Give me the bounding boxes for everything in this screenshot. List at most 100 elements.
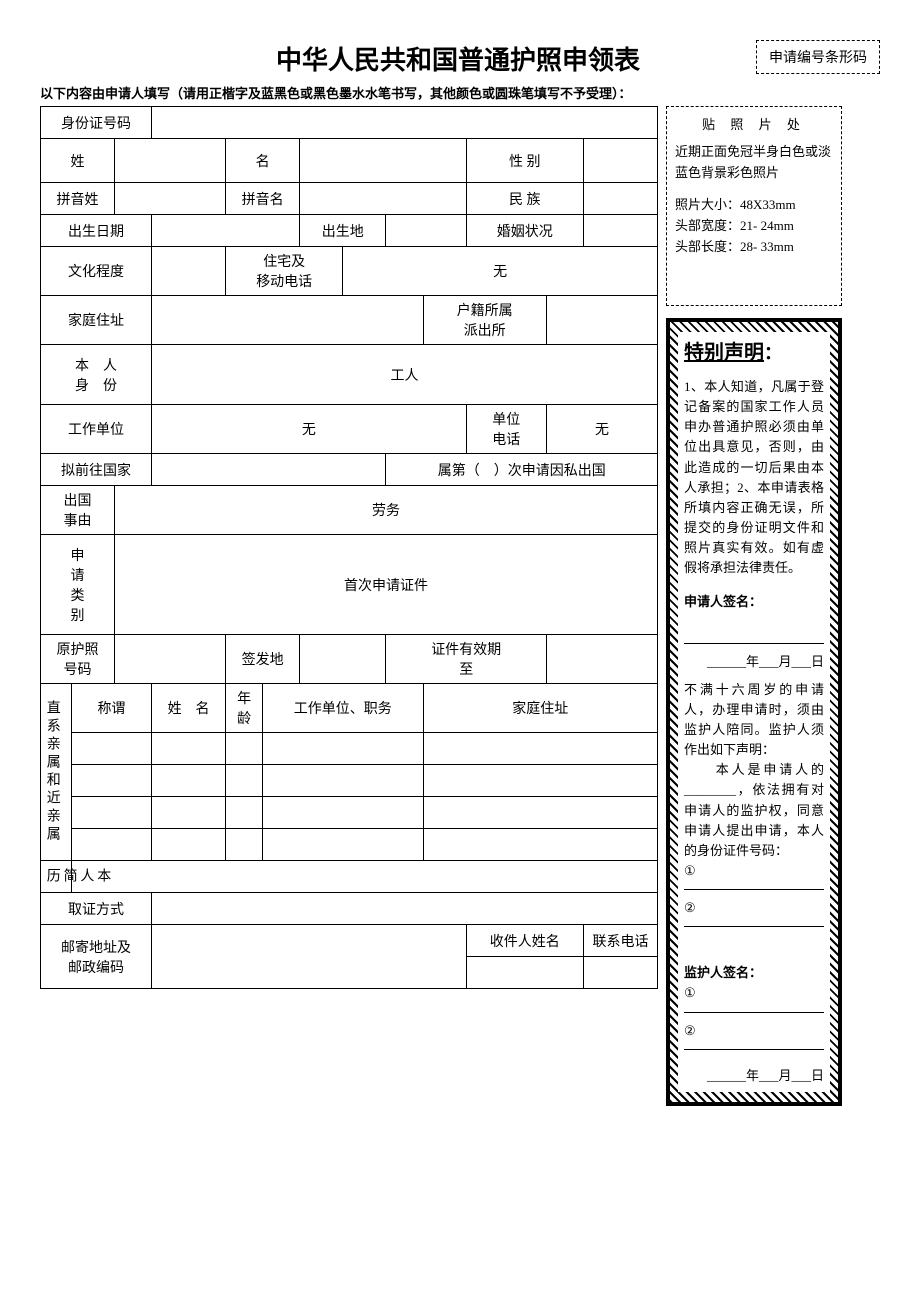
photo-req: 近期正面免冠半身白色或淡蓝色背景彩色照片 (675, 142, 833, 184)
gid-circle-1: ① (684, 983, 824, 1003)
label-pob: 出生地 (300, 215, 386, 247)
label-given: 名 (226, 139, 300, 183)
photo-size: 照片大小：48X33mm (675, 195, 833, 216)
field-pob[interactable] (386, 215, 466, 247)
row-rel-header: 直系亲属和近亲属 称谓 姓 名 年 龄 工作单位、职务 家庭住址 (41, 684, 658, 733)
field-apptype[interactable]: 首次申请证件 (115, 535, 658, 635)
rel-row-1 (41, 733, 658, 765)
label-gender: 性 别 (466, 139, 583, 183)
minor-text-1: 不满十六周岁的申请人，办理申请时，须由监护人陪同。监护人须作出如下声明： (684, 680, 824, 761)
field-py-given[interactable] (300, 183, 467, 215)
label-marital: 婚姻状况 (466, 215, 583, 247)
field-reason[interactable]: 劳务 (115, 486, 658, 535)
field-ethnicity[interactable] (583, 183, 657, 215)
label-edu: 文化程度 (41, 247, 152, 296)
applicant-sig-label: 申请人签名： (684, 592, 824, 612)
label-dob: 出生日期 (41, 215, 152, 247)
applicant-date: ______年___月___日 (684, 652, 824, 672)
field-dest[interactable] (152, 454, 386, 486)
label-validto: 证件有效期 至 (386, 635, 546, 684)
field-issueplace[interactable] (300, 635, 386, 684)
field-addr[interactable] (152, 296, 423, 345)
rel-h-title: 称谓 (71, 684, 151, 733)
instruction-text: 以下内容由申请人填写（请用正楷字及蓝黑色或黑色墨水水笔书写，其他颜色或圆珠笔填写… (40, 83, 880, 102)
row-apptype: 申 请 类 别 首次申请证件 (41, 535, 658, 635)
field-recipient[interactable] (466, 957, 583, 989)
photo-headh: 头部长度：28- 33mm (675, 237, 833, 258)
field-pickup[interactable] (152, 893, 658, 925)
guardian-date: ______年___月___日 (684, 1066, 824, 1086)
label-workunit: 工作单位 (41, 405, 152, 454)
field-marital[interactable] (583, 215, 657, 247)
label-resume: 本人简历 (41, 861, 72, 893)
label-py-given: 拼音名 (226, 183, 300, 215)
id-circle-1: ① (684, 861, 824, 881)
row-oldpp: 原护照 号码 签发地 证件有效期 至 (41, 635, 658, 684)
field-validto[interactable] (546, 635, 657, 684)
row-work: 工作单位 无 单位 电话 无 (41, 405, 658, 454)
row-identity: 本 人 身 份 工人 (41, 345, 658, 405)
label-times: 属第（ ）次申请因私出国 (386, 454, 658, 486)
row-id: 身份证号码 (41, 107, 658, 139)
row-birth: 出生日期 出生地 婚姻状况 (41, 215, 658, 247)
row-dest: 拟前往国家 属第（ ）次申请因私出国 (41, 454, 658, 486)
field-edu[interactable] (152, 247, 226, 296)
label-phone: 住宅及 移动电话 (226, 247, 343, 296)
field-oldpp[interactable] (115, 635, 226, 684)
gid-circle-2: ② (684, 1021, 824, 1041)
row-name: 姓 名 性 别 (41, 139, 658, 183)
label-reason: 出国 事由 (41, 486, 115, 535)
row-pickup: 取证方式 (41, 893, 658, 925)
row-mail: 邮寄地址及 邮政编码 收件人姓名 联系电话 (41, 925, 658, 957)
row-edu: 文化程度 住宅及 移动电话 无 (41, 247, 658, 296)
field-py-surname[interactable] (115, 183, 226, 215)
photo-box: 贴 照 片 处 近期正面免冠半身白色或淡蓝色背景彩色照片 照片大小：48X33m… (666, 106, 842, 306)
field-gender[interactable] (583, 139, 657, 183)
page-title: 中华人民共和国普通护照申领表 (160, 40, 756, 77)
label-apptype: 申 请 类 别 (41, 535, 115, 635)
field-identity[interactable]: 工人 (152, 345, 658, 405)
photo-headw: 头部宽度：21- 24mm (675, 216, 833, 237)
field-phone[interactable]: 无 (343, 247, 658, 296)
field-hukou[interactable] (546, 296, 657, 345)
row-reason: 出国 事由 劳务 (41, 486, 658, 535)
label-oldpp: 原护照 号码 (41, 635, 115, 684)
label-contact: 联系电话 (583, 925, 657, 957)
field-worktel[interactable]: 无 (546, 405, 657, 454)
field-contact[interactable] (583, 957, 657, 989)
declaration-title: 特别声明 (684, 342, 764, 364)
field-surname[interactable] (115, 139, 226, 183)
rel-row-4 (41, 829, 658, 861)
field-resume[interactable] (71, 861, 657, 893)
label-addr: 家庭住址 (41, 296, 152, 345)
rel-row-2 (41, 765, 658, 797)
declaration-box: 特别声明： 1、本人知道，凡属于登记备案的国家工作人员申办普通护照必须由单位出具… (666, 318, 842, 1106)
label-surname: 姓 (41, 139, 115, 183)
label-worktel: 单位 电话 (466, 405, 546, 454)
application-form: 身份证号码 姓 名 性 别 拼音姓 拼音名 民 族 出生日期 (40, 106, 658, 989)
id-circle-2: ② (684, 898, 824, 918)
label-recipient: 收件人姓名 (466, 925, 583, 957)
label-identity: 本 人 身 份 (41, 345, 152, 405)
field-id[interactable] (152, 107, 658, 139)
label-issueplace: 签发地 (226, 635, 300, 684)
rel-h-age: 年 龄 (226, 684, 263, 733)
field-dob[interactable] (152, 215, 300, 247)
row-addr: 家庭住址 户籍所属 派出所 (41, 296, 658, 345)
field-given[interactable] (300, 139, 467, 183)
photo-title: 贴 照 片 处 (675, 115, 833, 136)
label-pickup: 取证方式 (41, 893, 152, 925)
declaration-body: 1、本人知道，凡属于登记备案的国家工作人员申办普通护照必须由单位出具意见，否则，… (684, 377, 824, 578)
label-hukou: 户籍所属 派出所 (423, 296, 546, 345)
label-id: 身份证号码 (41, 107, 152, 139)
row-resume: 本人简历 (41, 861, 658, 893)
barcode-box: 申请编号条形码 (756, 40, 880, 74)
rel-h-name: 姓 名 (152, 684, 226, 733)
label-relatives: 直系亲属和近亲属 (41, 684, 72, 861)
label-ethnicity: 民 族 (466, 183, 583, 215)
rel-h-work: 工作单位、职务 (263, 684, 423, 733)
field-workunit[interactable]: 无 (152, 405, 467, 454)
field-mail[interactable] (152, 925, 467, 989)
minor-text-2: 本人是申请人的________，依法拥有对申请人的监护权，同意申请人提出申请，本… (684, 760, 824, 861)
label-mail: 邮寄地址及 邮政编码 (41, 925, 152, 989)
